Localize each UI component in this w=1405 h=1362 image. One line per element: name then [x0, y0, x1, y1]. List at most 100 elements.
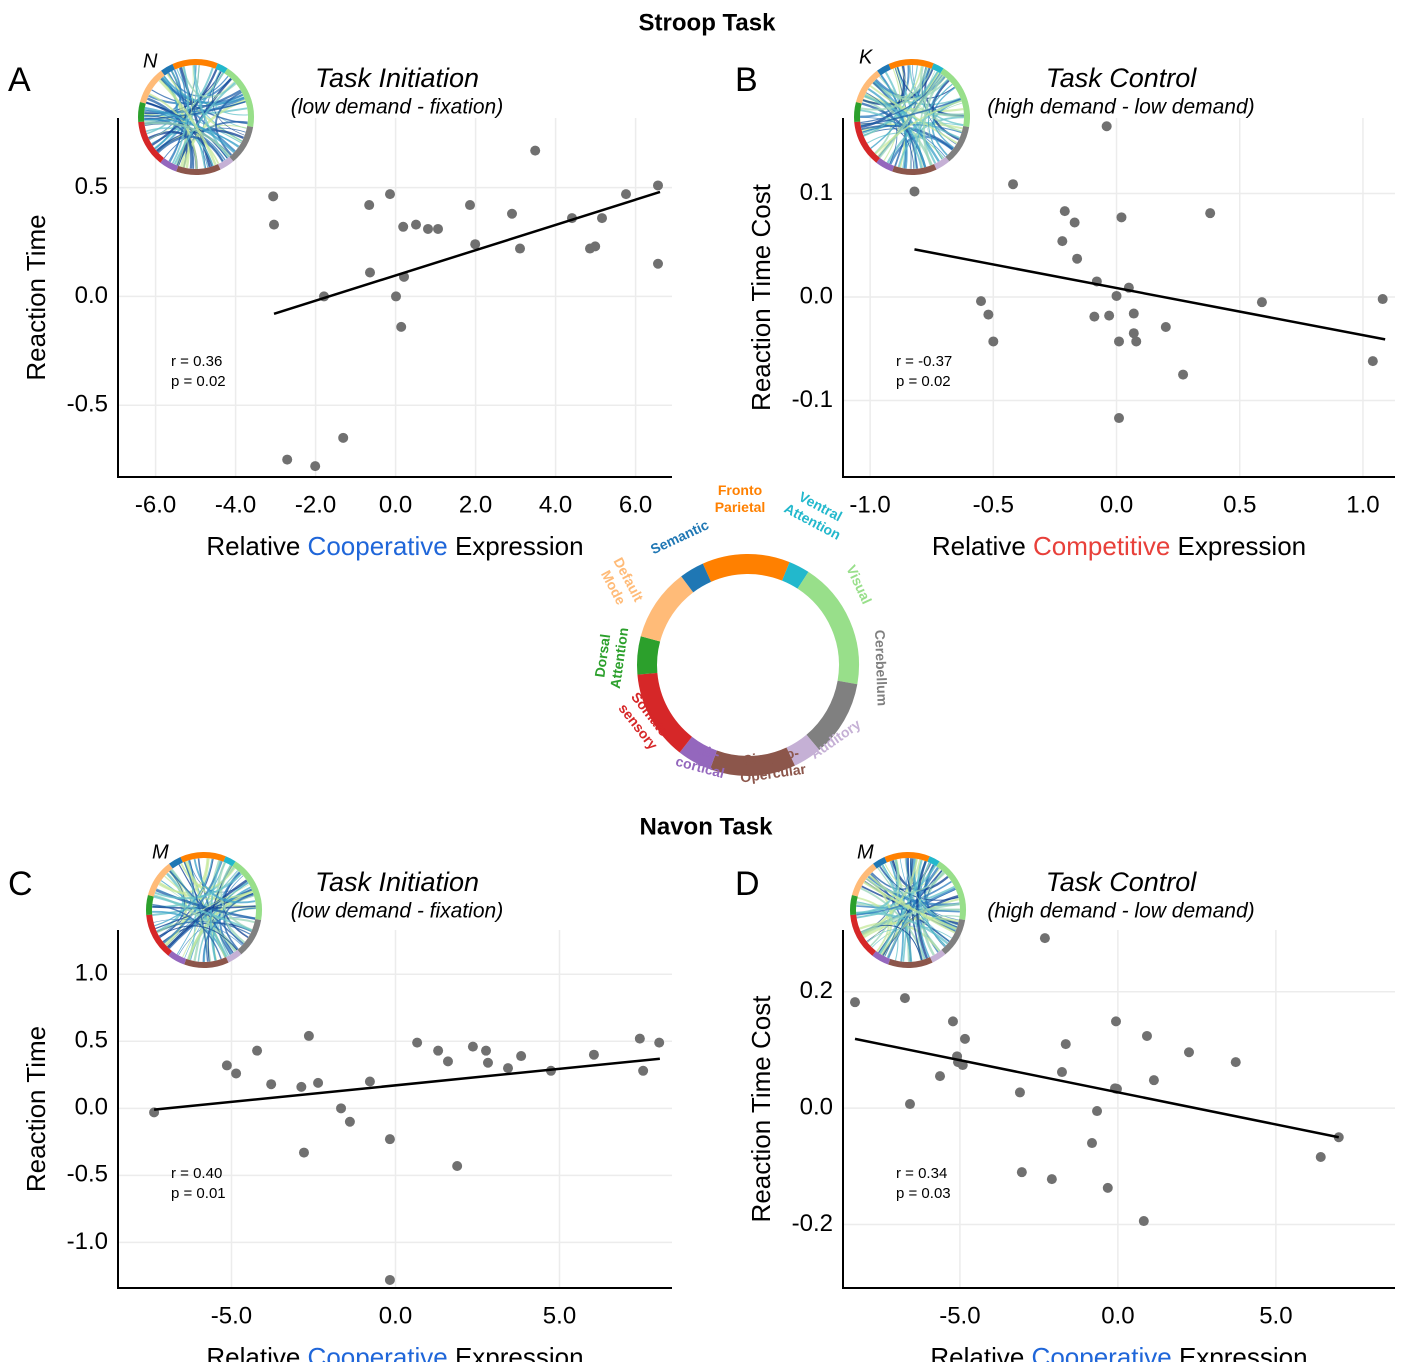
inset-chord — [157, 135, 224, 163]
x-axis-label: Relative Cooperative Expression — [206, 1342, 583, 1362]
data-point — [653, 258, 663, 269]
inset-ring-segment — [850, 914, 877, 956]
stats-text: r = 0.34 — [896, 1165, 947, 1182]
inset-chord — [880, 75, 908, 169]
chart-subtitle: (high demand - low demand) — [987, 96, 1254, 119]
fit-line — [153, 1057, 660, 1111]
stats-text: p = 0.02 — [171, 373, 226, 390]
x-axis-label-part: Relative — [932, 531, 1033, 561]
stats-text: p = 0.01 — [171, 1185, 226, 1202]
data-point — [364, 200, 375, 211]
inset-chord — [878, 73, 943, 159]
data-point — [1367, 356, 1378, 367]
data-point — [1060, 1039, 1071, 1050]
stats-text: p = 0.02 — [896, 373, 951, 390]
network-label-line: Cingulo- — [741, 744, 800, 768]
inset-ring-segment — [176, 164, 221, 175]
inset-chord — [151, 68, 218, 146]
inset-chord — [216, 861, 246, 944]
data-point — [1128, 308, 1139, 319]
inset-chord — [169, 870, 244, 945]
inset-ring-segment — [931, 63, 944, 74]
inset-chord — [202, 907, 256, 963]
inset-ring-segment — [855, 70, 881, 104]
inset-label: K — [859, 46, 874, 68]
x-tick-label: 0.0 — [379, 1302, 412, 1329]
x-axis-label-part: Expression — [1179, 1342, 1308, 1362]
inset-chord — [144, 106, 236, 154]
data-point — [653, 180, 663, 191]
data-point — [1114, 336, 1124, 347]
inset-chord — [154, 873, 242, 900]
x-tick-label: -2.0 — [295, 491, 336, 518]
network-ring-segment — [640, 576, 694, 642]
data-point — [365, 267, 375, 278]
data-point — [1178, 369, 1189, 380]
inset-chord — [144, 100, 246, 120]
network-ring-segment — [702, 554, 790, 582]
data-point — [1086, 1138, 1097, 1149]
data-point — [433, 223, 443, 234]
network-ring-segment — [679, 736, 718, 770]
inset-ring-segment — [146, 914, 173, 956]
data-point — [310, 461, 321, 472]
y-tick-label: 0.2 — [800, 977, 833, 1004]
x-tick-label: -6.0 — [135, 491, 176, 518]
stats-text: r = 0.40 — [171, 1165, 222, 1182]
chart-title: Task Control — [1046, 867, 1198, 897]
data-point — [1104, 310, 1115, 321]
network-label: Somato-sensory — [615, 689, 675, 753]
inset-chord — [899, 858, 946, 947]
inset-ring-segment — [892, 164, 937, 175]
network-ring-segment — [806, 680, 858, 751]
data-point — [298, 1147, 309, 1158]
x-axis-label-part: Expression — [455, 531, 584, 561]
data-point — [502, 1063, 513, 1074]
chart-subtitle: (low demand - fixation) — [291, 96, 503, 119]
inset-ring-segment — [168, 950, 187, 965]
x-axis-label-part: Cooperative — [308, 1342, 455, 1362]
fit-line — [914, 248, 1386, 341]
data-point — [433, 1045, 444, 1056]
data-point — [590, 241, 601, 252]
data-point — [1377, 294, 1388, 305]
data-point — [338, 432, 349, 443]
inset-chord — [886, 866, 940, 959]
x-tick-label: -5.0 — [211, 1302, 252, 1329]
x-tick-label: 5.0 — [1259, 1302, 1292, 1329]
data-point — [947, 1016, 958, 1027]
inset-ring-segment — [888, 957, 933, 968]
data-point — [1072, 253, 1083, 264]
y-tick-label: -0.1 — [792, 386, 833, 413]
data-point — [1256, 297, 1267, 308]
data-point — [231, 1068, 242, 1079]
inset-chord — [159, 882, 253, 900]
network-label-line: Fronto — [718, 482, 762, 498]
data-point — [398, 221, 409, 232]
network-label: Semantic — [648, 516, 711, 557]
data-point — [1059, 206, 1070, 217]
chart-subtitle: (high demand - low demand) — [987, 900, 1254, 923]
stats-text: r = 0.36 — [171, 353, 222, 370]
data-point — [384, 1134, 395, 1145]
inset-chord — [148, 93, 198, 170]
inset-ring-segment — [180, 852, 226, 863]
data-point — [412, 1037, 423, 1048]
stats-text: p = 0.03 — [896, 1185, 951, 1202]
y-tick-label: -0.5 — [67, 1161, 108, 1188]
inset-chord — [860, 66, 928, 111]
x-tick-label: 1.0 — [1346, 491, 1379, 518]
data-point — [1148, 1075, 1159, 1086]
data-point — [654, 1037, 665, 1048]
inset-chord — [144, 89, 242, 114]
data-point — [1138, 1216, 1149, 1227]
data-point — [482, 1057, 493, 1068]
inset-chord — [153, 919, 243, 946]
x-tick-label: 0.0 — [379, 491, 412, 518]
inset-chord — [144, 118, 239, 148]
inset-chord — [880, 898, 960, 956]
data-point — [850, 997, 861, 1008]
x-tick-label: -1.0 — [849, 491, 890, 518]
data-point — [597, 213, 607, 224]
